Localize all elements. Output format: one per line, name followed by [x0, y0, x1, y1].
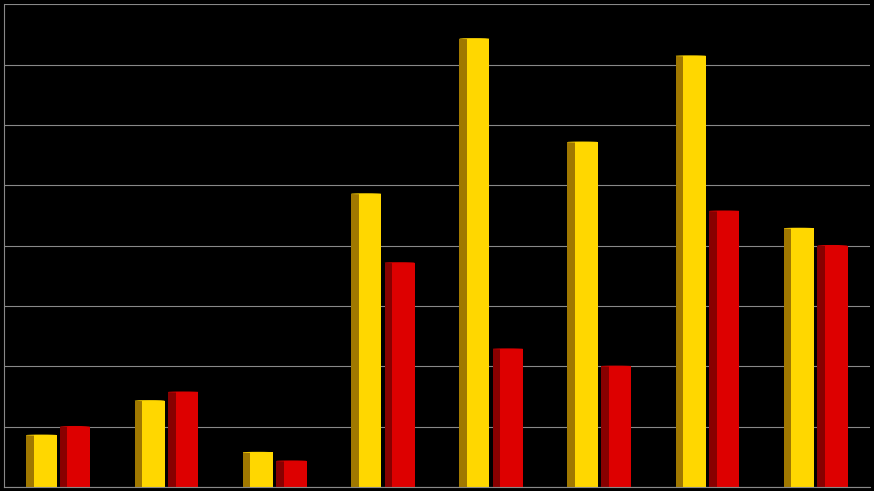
Ellipse shape: [385, 486, 415, 488]
Bar: [791, 228, 814, 487]
Ellipse shape: [709, 486, 739, 488]
Ellipse shape: [567, 486, 598, 488]
Bar: [392, 263, 415, 487]
Ellipse shape: [493, 486, 523, 488]
Ellipse shape: [817, 245, 848, 246]
Bar: [168, 392, 176, 487]
Bar: [784, 228, 791, 487]
Bar: [26, 435, 34, 487]
Bar: [351, 194, 358, 487]
Bar: [717, 211, 739, 487]
Ellipse shape: [459, 38, 489, 39]
Bar: [250, 452, 273, 487]
Ellipse shape: [385, 262, 415, 263]
Bar: [34, 435, 57, 487]
Ellipse shape: [459, 486, 489, 488]
Ellipse shape: [26, 486, 57, 488]
Ellipse shape: [784, 486, 814, 488]
Ellipse shape: [601, 366, 631, 367]
Ellipse shape: [60, 426, 90, 427]
Bar: [60, 427, 67, 487]
Ellipse shape: [243, 452, 273, 453]
Bar: [67, 427, 90, 487]
Bar: [817, 246, 825, 487]
Ellipse shape: [276, 461, 307, 462]
Bar: [825, 246, 848, 487]
Bar: [500, 349, 523, 487]
Ellipse shape: [676, 486, 706, 488]
Bar: [493, 349, 500, 487]
Ellipse shape: [817, 486, 848, 488]
Ellipse shape: [709, 211, 739, 212]
Ellipse shape: [135, 486, 165, 488]
Bar: [683, 56, 706, 487]
Bar: [467, 39, 489, 487]
Ellipse shape: [567, 141, 598, 142]
Ellipse shape: [784, 228, 814, 229]
Bar: [358, 194, 381, 487]
Ellipse shape: [135, 400, 165, 401]
Bar: [676, 56, 683, 487]
Ellipse shape: [676, 55, 706, 56]
Bar: [608, 366, 631, 487]
Ellipse shape: [168, 391, 198, 393]
Bar: [176, 392, 198, 487]
Ellipse shape: [493, 349, 523, 350]
Bar: [575, 142, 598, 487]
Ellipse shape: [351, 193, 381, 194]
Ellipse shape: [276, 486, 307, 488]
Bar: [243, 452, 250, 487]
Bar: [385, 263, 392, 487]
Bar: [459, 39, 467, 487]
Ellipse shape: [601, 486, 631, 488]
Bar: [276, 461, 284, 487]
Bar: [142, 401, 165, 487]
Bar: [567, 142, 575, 487]
Ellipse shape: [168, 486, 198, 488]
Bar: [601, 366, 608, 487]
Ellipse shape: [60, 486, 90, 488]
Ellipse shape: [351, 486, 381, 488]
Bar: [709, 211, 717, 487]
Bar: [135, 401, 142, 487]
Bar: [284, 461, 307, 487]
Ellipse shape: [26, 435, 57, 436]
Ellipse shape: [243, 486, 273, 488]
